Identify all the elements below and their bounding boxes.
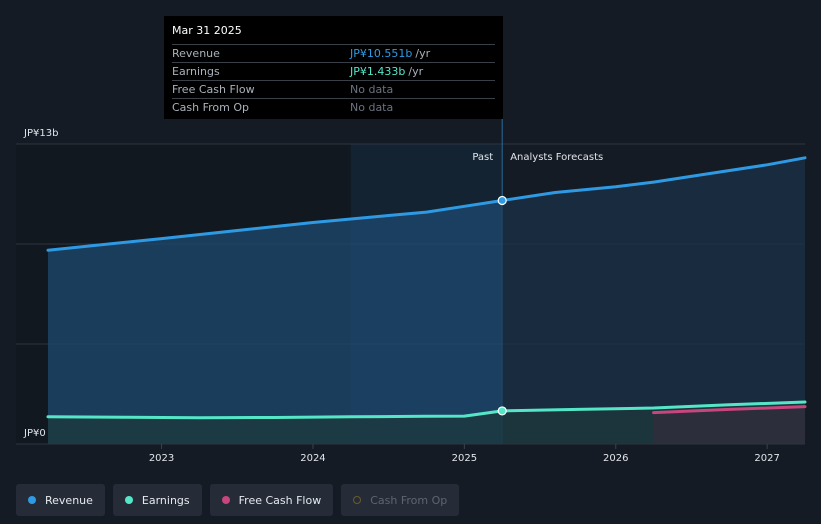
tooltip-value: JP¥1.433b <box>350 65 406 78</box>
earnings-hover-point <box>497 406 507 416</box>
legend-label: Free Cash Flow <box>238 493 322 507</box>
legend-fcf-button[interactable]: Free Cash Flow <box>209 484 334 516</box>
tooltip-unit: /yr <box>415 47 431 60</box>
legend-revenue-button[interactable]: Revenue <box>16 484 105 516</box>
tooltip-row-cfo: Cash From Op No data <box>172 98 495 116</box>
earnings-area <box>48 402 805 444</box>
tooltip-label: Cash From Op <box>172 101 250 114</box>
revenue-line <box>46 156 807 252</box>
tooltip-value: No data <box>350 101 394 114</box>
earnings-line <box>46 400 807 420</box>
x-tick-label: 2025 <box>452 453 477 464</box>
x-tick-label: 2023 <box>149 453 174 464</box>
legend: Revenue Earnings Free Cash Flow Cash Fro… <box>16 484 460 516</box>
x-tick-label: 2026 <box>603 453 628 464</box>
tooltip-row-earnings: Earnings JP¥1.433b /yr <box>172 62 495 80</box>
tooltip-value: No data <box>350 83 394 96</box>
tooltip-value: JP¥10.551b <box>350 47 413 60</box>
tooltip-label: Free Cash Flow <box>172 83 255 96</box>
x-tick-label: 2024 <box>300 453 325 464</box>
free-cash-flow-line <box>652 405 807 415</box>
tooltip-row-revenue: Revenue JP¥10.551b /yr <box>172 44 495 62</box>
revenue-hover-point <box>497 195 507 206</box>
legend-dot-icon <box>28 496 36 504</box>
tooltip: Mar 31 2025 Revenue JP¥10.551b /yr Earni… <box>164 16 503 119</box>
tooltip-label: Revenue <box>172 47 220 60</box>
y-tick-label: JP¥0 <box>23 428 46 439</box>
legend-dot-icon <box>124 496 133 504</box>
free-cash-flow-area <box>653 406 805 444</box>
tooltip-date: Mar 31 2025 <box>172 24 242 37</box>
legend-cfo-button[interactable]: Cash From Op <box>341 484 460 516</box>
revenue-past-area <box>48 200 503 444</box>
tooltip-row-fcf: Free Cash Flow No data <box>172 80 495 98</box>
x-tick-label: 2027 <box>754 453 779 464</box>
y-tick-label: JP¥13b <box>23 128 58 139</box>
tooltip-label: Earnings <box>172 65 220 78</box>
tooltip-unit: /yr <box>408 65 424 78</box>
legend-dot-icon <box>353 496 362 504</box>
legend-label: Revenue <box>45 493 93 507</box>
forecast-label: Analysts Forecasts <box>510 152 603 163</box>
legend-label: Earnings <box>141 493 190 507</box>
legend-label: Cash From Op <box>370 493 448 507</box>
past-label: Past <box>472 152 493 163</box>
revenue-forecast-area <box>502 157 805 445</box>
legend-dot-icon <box>221 496 230 504</box>
legend-earnings-button[interactable]: Earnings <box>112 484 202 516</box>
